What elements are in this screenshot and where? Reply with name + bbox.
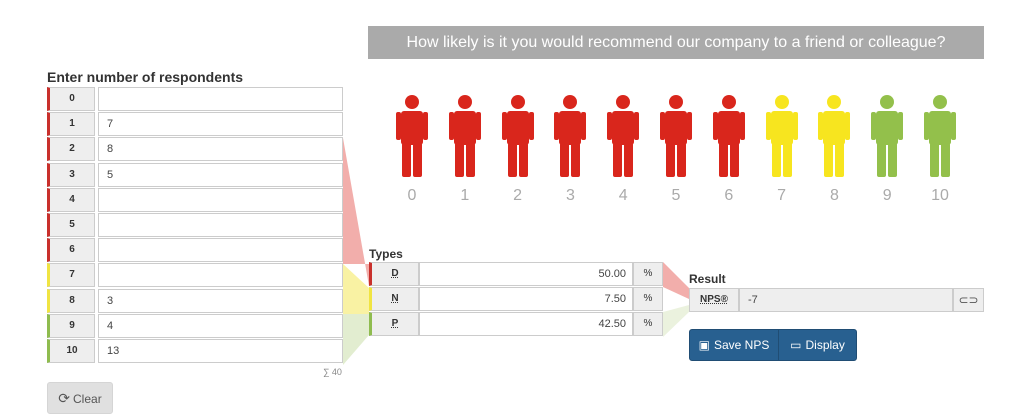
type-unit: % [633, 262, 663, 286]
clear-button[interactable]: ⟳ Clear [47, 382, 113, 414]
score-label: 2 [47, 137, 95, 162]
respondents-sum: ∑ 40 [323, 367, 342, 377]
count-input[interactable]: 7 [98, 112, 343, 137]
person-icon [659, 95, 693, 185]
respondents-title: Enter number of respondents [47, 69, 244, 85]
scale-label: 3 [565, 187, 575, 204]
scale-label: 7 [777, 187, 787, 204]
count-input[interactable] [98, 87, 343, 111]
score-label: 7 [47, 263, 95, 288]
clear-button-label: Clear [73, 392, 102, 406]
type-row-promoters: P 42.50 % [369, 312, 663, 337]
scale-label: 1 [460, 187, 470, 204]
scale-label: 9 [882, 187, 892, 204]
monitor-icon: ▭ [790, 338, 802, 352]
save-nps-button[interactable]: ▣ Save NPS [689, 329, 779, 361]
scale-label: 5 [671, 187, 681, 204]
types-table: D 50.00 % N 7.50 % P 42.50 % [369, 262, 663, 337]
detractor-connector [343, 138, 369, 286]
count-input[interactable]: 4 [98, 313, 343, 338]
score-label: 6 [47, 238, 95, 263]
promoter-result-connector [663, 305, 689, 337]
count-input[interactable] [98, 238, 343, 263]
type-key: D [369, 262, 419, 286]
display-label: Display [805, 338, 845, 352]
scale-label: 0 [407, 187, 417, 204]
respondent-row: 6 [47, 238, 343, 263]
link-icon[interactable]: ⊂⊃ [953, 288, 984, 312]
count-input[interactable]: 13 [98, 338, 343, 363]
respondent-row: 10 13 [47, 338, 343, 364]
refresh-icon: ⟳ [58, 390, 71, 406]
score-label: 5 [47, 212, 95, 237]
count-input[interactable] [98, 212, 343, 237]
score-label: 9 [47, 313, 95, 338]
type-unit: % [633, 287, 663, 311]
neutral-connector [343, 264, 369, 314]
scale-label: 2 [513, 187, 523, 204]
count-input[interactable] [98, 187, 343, 212]
scale-label: 10 [931, 187, 949, 204]
type-key: N [369, 287, 419, 311]
floppy-icon: ▣ [698, 338, 710, 352]
person-icon [395, 95, 429, 185]
count-input[interactable]: 5 [98, 162, 343, 187]
nps-value: -7 [739, 288, 953, 312]
respondent-row: 5 [47, 212, 343, 238]
count-input[interactable]: 3 [98, 288, 343, 313]
type-unit: % [633, 312, 663, 336]
type-row-neutrals: N 7.50 % [369, 287, 663, 312]
person-icon [923, 95, 957, 185]
types-title: Types [369, 247, 403, 261]
person-icon [712, 95, 746, 185]
question-banner: How likely is it you would recommend our… [368, 26, 984, 59]
person-icon [817, 95, 851, 185]
score-label: 10 [47, 338, 95, 363]
type-value: 50.00 [419, 262, 633, 286]
type-value: 7.50 [419, 287, 633, 311]
count-input[interactable] [98, 263, 343, 288]
scale-label: 8 [829, 187, 839, 204]
type-row-detractors: D 50.00 % [369, 262, 663, 287]
type-value: 42.50 [419, 312, 633, 336]
score-label: 1 [47, 112, 95, 137]
display-button[interactable]: ▭ Display [778, 329, 857, 361]
score-label: 0 [47, 87, 95, 111]
count-input[interactable]: 8 [98, 137, 343, 162]
result-field: NPS® -7 ⊂⊃ [689, 288, 984, 312]
scale-label: 4 [618, 187, 628, 204]
type-key: P [369, 312, 419, 336]
score-label: 4 [47, 187, 95, 212]
promoter-connector [343, 314, 369, 365]
person-icon [553, 95, 587, 185]
save-nps-label: Save NPS [713, 338, 770, 352]
respondent-row: 7 [47, 263, 343, 288]
person-icon [501, 95, 535, 185]
detractor-result-connector [663, 262, 689, 299]
person-icon [448, 95, 482, 185]
person-icon [870, 95, 904, 185]
score-label: 3 [47, 162, 95, 187]
score-label: 8 [47, 288, 95, 313]
respondent-row: 4 [47, 187, 343, 213]
person-icon [765, 95, 799, 185]
scale-label: 6 [724, 187, 734, 204]
person-icon [606, 95, 640, 185]
result-title: Result [689, 272, 726, 286]
nps-key: NPS® [689, 288, 739, 312]
respondent-row: 0 [47, 87, 343, 112]
